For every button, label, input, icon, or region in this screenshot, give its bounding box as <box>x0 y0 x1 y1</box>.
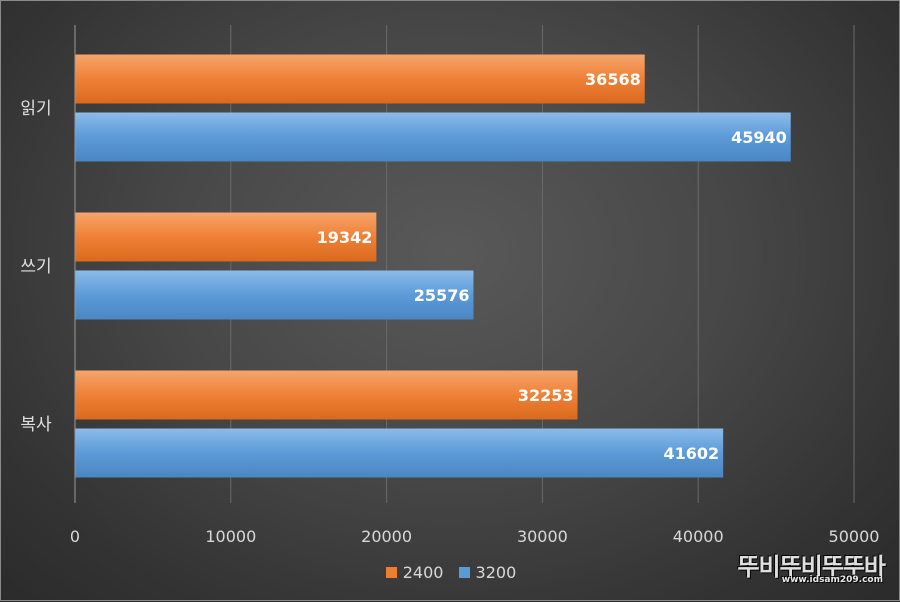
bar-2400 <box>75 370 578 420</box>
legend: 2400 3200 <box>1 563 900 582</box>
x-tick-label: 30000 <box>517 527 568 546</box>
legend-item-2400: 2400 <box>385 563 444 582</box>
legend-swatch-2400 <box>385 567 397 578</box>
x-tick-label: 50000 <box>829 527 880 546</box>
category-label: 읽기 <box>20 99 51 119</box>
data-label: 19342 <box>317 228 373 247</box>
legend-swatch-3200 <box>458 567 470 578</box>
bar-3200 <box>75 112 791 162</box>
data-label: 25576 <box>414 286 470 305</box>
legend-label-3200: 3200 <box>475 563 517 582</box>
bar-3200 <box>75 428 724 478</box>
bar-3200 <box>75 270 474 320</box>
bar-2400 <box>75 54 645 104</box>
x-tick-label: 0 <box>70 527 80 546</box>
watermark-text: 뚜비뚜비뚜뚜바 <box>737 553 886 581</box>
watermark-url: www.idsam209.com <box>781 575 883 585</box>
category-label: 복사 <box>20 415 52 435</box>
x-tick-label: 40000 <box>673 527 724 546</box>
data-label: 45940 <box>731 128 787 147</box>
watermark-logo: 뚜비뚜비뚜뚜바 www.idsam209.com <box>737 547 886 585</box>
legend-item-3200: 3200 <box>458 563 517 582</box>
x-tick-label: 10000 <box>205 527 256 546</box>
data-label: 32253 <box>518 386 574 405</box>
bars <box>75 54 791 478</box>
gridlines <box>230 25 855 503</box>
category-label: 쓰기 <box>20 257 51 277</box>
data-labels: 36568 45940 19342 25576 32253 41602 <box>317 70 787 463</box>
bar-2400 <box>75 212 377 262</box>
data-label: 41602 <box>663 444 719 463</box>
x-tick-label: 20000 <box>361 527 412 546</box>
legend-label-2400: 2400 <box>402 563 444 582</box>
data-label: 36568 <box>585 70 641 89</box>
